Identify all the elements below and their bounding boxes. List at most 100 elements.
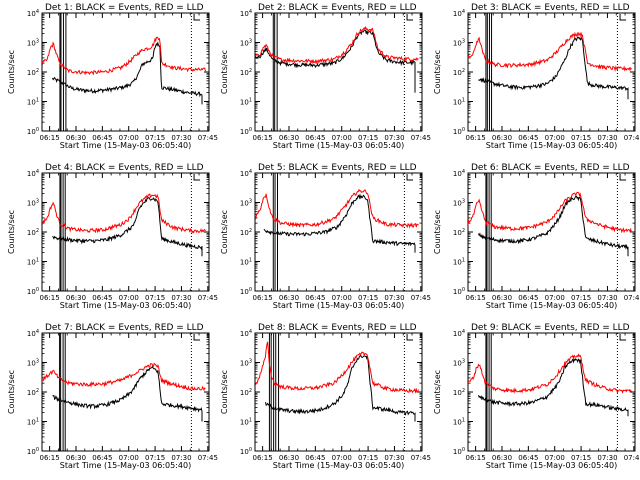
y-tick-label-exponent: 2 — [249, 68, 252, 74]
y-tick-label: 102 — [27, 68, 39, 77]
y-tick-label-base: 10 — [27, 360, 36, 368]
y-tick-label: 100 — [27, 127, 39, 136]
x-axis: 06:15 06:30 06:45 07:00 07:15 07:30 07:45 — [40, 173, 218, 302]
x-tick-label: 07:30 — [597, 134, 617, 142]
y-tick-label-exponent: 0 — [462, 447, 465, 453]
y-tick-label-base: 10 — [240, 229, 249, 237]
panel-title: Det 9: BLACK = Events, RED = LLD — [471, 323, 630, 333]
x-tick-label: 06:15 — [253, 294, 273, 302]
x-axis-label: Start Time (15-May-03 06:05:40) — [273, 141, 404, 150]
y-axis-label: Counts/sec — [220, 50, 229, 94]
x-axis: 06:15 06:30 06:45 07:00 07:15 07:30 07:45 — [253, 333, 431, 462]
y-tick-label: 102 — [453, 68, 465, 77]
y-tick-label: 104 — [27, 329, 39, 338]
chart-panel-1: Det 1: BLACK = Events, RED = LLD10010110… — [7, 3, 218, 150]
y-tick-label-exponent: 1 — [249, 98, 252, 104]
plot-area — [42, 333, 206, 451]
x-tick-label: 06:15 — [40, 294, 60, 302]
x-tick-label: 07:00 — [119, 454, 139, 462]
x-tick-label: 06:45 — [92, 134, 112, 142]
x-tick-label: 06:45 — [305, 454, 325, 462]
y-axis-label: Counts/sec — [7, 210, 16, 254]
x-tick-label: 06:15 — [466, 134, 486, 142]
y-tick-label-exponent: 4 — [249, 9, 252, 15]
y-tick-label: 100 — [453, 127, 465, 136]
y-tick-label-base: 10 — [240, 10, 249, 18]
plot-area — [255, 13, 419, 131]
y-tick-label-base: 10 — [240, 288, 249, 296]
x-tick-label: 07:15 — [571, 134, 591, 142]
x-tick-label: 07:00 — [545, 294, 565, 302]
y-tick-label-exponent: 1 — [249, 258, 252, 264]
plot-area — [255, 333, 419, 451]
x-tick-label: 07:15 — [145, 294, 165, 302]
y-tick-label-base: 10 — [27, 229, 36, 237]
y-tick-label: 103 — [453, 199, 465, 208]
y-tick-label-exponent: 3 — [249, 199, 252, 205]
y-tick-label: 101 — [453, 258, 465, 267]
x-tick-label: 07:15 — [145, 454, 165, 462]
y-tick-label: 102 — [240, 228, 252, 237]
x-tick-label: 07:15 — [358, 134, 378, 142]
y-tick-label-base: 10 — [240, 69, 249, 77]
y-tick-label-exponent: 3 — [462, 359, 465, 365]
events-series-line — [52, 196, 203, 257]
y-tick-label: 104 — [240, 169, 252, 178]
y-tick-label-exponent: 1 — [36, 258, 39, 264]
lld-series-line — [42, 193, 206, 234]
y-tick-label-exponent: 4 — [36, 329, 39, 335]
flag-marker — [193, 174, 201, 181]
y-tick-label-base: 10 — [240, 330, 249, 338]
plot-area — [42, 13, 206, 131]
y-tick-label-exponent: 0 — [36, 127, 39, 133]
y-tick-label: 100 — [240, 127, 252, 136]
y-tick-label-base: 10 — [453, 170, 462, 178]
y-tick-label: 104 — [240, 9, 252, 18]
y-tick-label: 101 — [240, 418, 252, 427]
chart-panel-2: Det 2: BLACK = Events, RED = LLD10010110… — [220, 3, 431, 150]
x-axis: 06:15 06:30 06:45 07:00 07:15 07:30 07:45 — [40, 13, 218, 142]
y-tick-label: 103 — [240, 39, 252, 48]
lld-series-line — [42, 362, 206, 392]
events-series-line — [263, 193, 416, 253]
x-tick-label: 07:45 — [198, 134, 218, 142]
y-tick-label: 100 — [240, 287, 252, 296]
y-axis-label: Counts/sec — [433, 210, 442, 254]
y-tick-label-exponent: 1 — [249, 418, 252, 424]
y-tick-label-base: 10 — [240, 360, 249, 368]
flag-marker — [193, 14, 201, 21]
y-tick-label-exponent: 1 — [462, 98, 465, 104]
y-tick-label-exponent: 1 — [36, 418, 39, 424]
y-tick-label-base: 10 — [27, 288, 36, 296]
y-tick-label-exponent: 0 — [36, 447, 39, 453]
x-axis-label: Start Time (15-May-03 06:05:40) — [486, 141, 617, 150]
y-axis-label: Counts/sec — [433, 370, 442, 414]
y-tick-label-exponent: 1 — [462, 418, 465, 424]
x-tick-label: 07:45 — [198, 454, 218, 462]
x-tick-label: 07:15 — [571, 454, 591, 462]
chart-panel-7: Det 7: BLACK = Events, RED = LLD10010110… — [7, 323, 218, 470]
events-series-line — [52, 41, 203, 105]
chart-panel-8: Det 8: BLACK = Events, RED = LLD10010110… — [220, 323, 431, 470]
x-axis-label: Start Time (15-May-03 06:05:40) — [273, 461, 404, 470]
flag-marker — [193, 334, 201, 341]
x-tick-label: 06:45 — [305, 134, 325, 142]
lld-series-line — [255, 188, 419, 229]
lld-series-line — [42, 36, 206, 76]
x-tick-label: 07:45 — [198, 294, 218, 302]
plot-area — [468, 173, 632, 291]
flag-marker — [406, 334, 414, 341]
y-tick-label: 104 — [453, 329, 465, 338]
lld-series-line — [468, 31, 632, 72]
y-tick-label-base: 10 — [240, 170, 249, 178]
y-tick-label: 100 — [453, 287, 465, 296]
y-tick-label-exponent: 1 — [36, 98, 39, 104]
y-tick-label-exponent: 2 — [462, 388, 465, 394]
y-tick-label: 104 — [453, 9, 465, 18]
chart-panel-6: Det 6: BLACK = Events, RED = LLD10010110… — [433, 163, 640, 310]
y-tick-label: 103 — [27, 199, 39, 208]
y-tick-label-base: 10 — [453, 389, 462, 397]
